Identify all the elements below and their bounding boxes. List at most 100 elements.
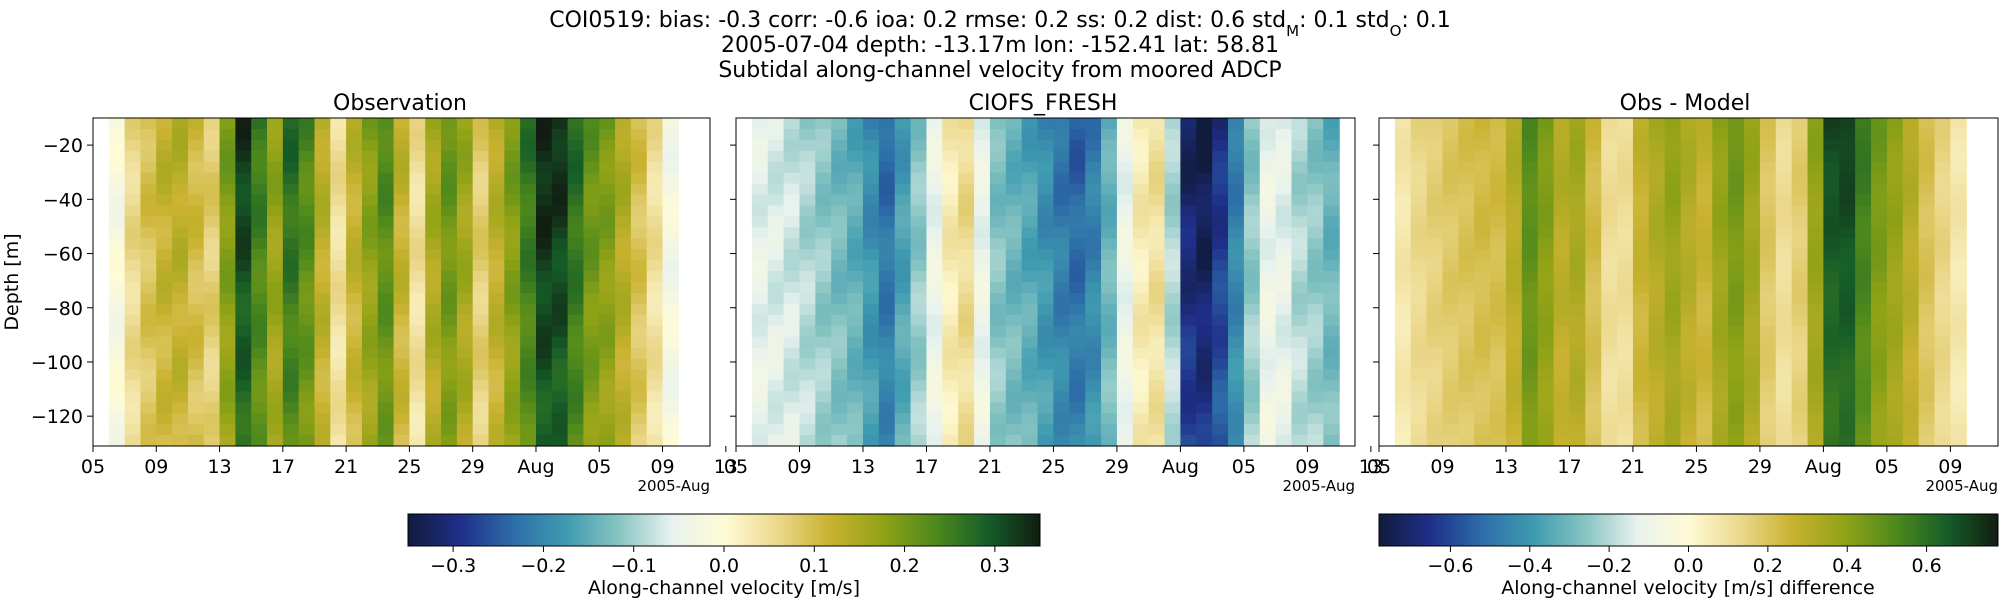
heatmap-cell <box>1601 391 1618 403</box>
heatmap-cell <box>1823 139 1840 152</box>
heatmap-cell <box>1228 205 1245 217</box>
heatmap-cell <box>361 161 379 174</box>
heatmap-cell <box>1759 325 1777 338</box>
heatmap-cell <box>456 325 474 338</box>
heatmap-cell <box>551 303 569 316</box>
heatmap-cell <box>1553 150 1571 163</box>
heatmap-cell <box>1069 139 1086 152</box>
heatmap-cell <box>456 292 474 305</box>
heatmap-cell <box>1601 194 1618 207</box>
heatmap-cell <box>662 347 679 360</box>
heatmap-cell <box>1839 336 1856 349</box>
heatmap-cell <box>1696 369 1713 381</box>
heatmap-cell <box>187 435 205 447</box>
heatmap-cell <box>361 150 379 163</box>
heatmap-cell <box>942 435 959 447</box>
heatmap-cell <box>1617 303 1634 316</box>
heatmap-cell <box>1728 216 1745 228</box>
heatmap-cell <box>1148 238 1166 250</box>
heatmap-cell <box>1021 260 1039 272</box>
heatmap-cell <box>346 161 363 174</box>
heatmap-cell <box>488 282 505 294</box>
heatmap-cell <box>1537 161 1555 174</box>
heatmap-cell <box>330 227 347 239</box>
heatmap-cell <box>1823 413 1840 425</box>
heatmap-cell <box>1212 413 1229 425</box>
heatmap-cell <box>1180 139 1197 152</box>
heatmap-cell <box>140 282 157 294</box>
heatmap-cell <box>1537 172 1555 185</box>
heatmap-cell <box>662 271 679 283</box>
heatmap-cell <box>1855 314 1872 327</box>
heatmap-cell <box>1759 435 1777 447</box>
heatmap-cell <box>767 139 785 152</box>
heatmap-cell <box>974 325 991 338</box>
heatmap-cell <box>894 227 912 239</box>
heatmap-cell <box>910 249 928 261</box>
heatmap-cell <box>1116 347 1134 360</box>
heatmap-cell <box>567 139 585 152</box>
heatmap-cell <box>1886 413 1904 425</box>
heatmap-cell <box>251 161 268 174</box>
heatmap-cell <box>599 249 616 261</box>
x-tick-label: Aug <box>1805 456 1842 478</box>
heatmap-cell <box>599 161 616 174</box>
heatmap-cell <box>187 128 205 141</box>
heatmap-cell <box>156 391 173 403</box>
heatmap-cell <box>108 282 126 294</box>
heatmap-cell <box>1196 150 1213 163</box>
heatmap-cell <box>1426 358 1444 371</box>
heatmap-cell <box>767 314 785 327</box>
heatmap-cell <box>1394 249 1412 261</box>
heatmap-cell <box>1569 391 1586 403</box>
heatmap-cell <box>1005 314 1023 327</box>
heatmap-cell <box>1307 118 1324 130</box>
heatmap-cell <box>783 161 801 174</box>
heatmap-cell <box>1323 216 1340 228</box>
heatmap-cell <box>1601 172 1618 185</box>
heatmap-cell <box>1021 336 1039 349</box>
heatmap-cell <box>1759 369 1777 381</box>
heatmap-cell <box>1164 227 1182 239</box>
heatmap-cell <box>535 161 553 174</box>
heatmap-cell <box>1458 369 1475 381</box>
heatmap-cell <box>1005 139 1023 152</box>
heatmap-cell <box>1291 413 1308 425</box>
heatmap-cell <box>1426 161 1444 174</box>
heatmap-cell <box>1426 139 1444 152</box>
heatmap-cell <box>203 402 221 414</box>
heatmap-cell <box>1323 271 1340 283</box>
heatmap-cell <box>1934 260 1951 272</box>
heatmap-cell <box>942 358 959 371</box>
heatmap-cell <box>831 292 848 305</box>
heatmap-cell <box>377 249 395 261</box>
heatmap-cell <box>1505 249 1523 261</box>
heatmap-cell <box>1196 347 1213 360</box>
heatmap-cell <box>1132 358 1150 371</box>
heatmap-cell <box>1442 172 1459 185</box>
heatmap-cell <box>1148 139 1166 152</box>
heatmap-cell <box>1053 303 1070 316</box>
heatmap-cell <box>1775 314 1793 327</box>
heatmap-cell <box>767 205 785 217</box>
heatmap-cell <box>1855 227 1872 239</box>
heatmap-cell <box>1228 227 1245 239</box>
heatmap-cell <box>1680 128 1698 141</box>
heatmap-cell <box>298 303 316 316</box>
heatmap-cell <box>1196 380 1213 392</box>
heatmap-cell <box>1228 150 1245 163</box>
heatmap-cell <box>583 128 600 141</box>
heatmap-cell <box>1744 216 1761 228</box>
panel-observation: Observation −20−40−60−80−100−120 05 09 13 1… <box>1 91 738 495</box>
heatmap-cell <box>1196 413 1213 425</box>
heatmap-cell <box>1275 161 1293 174</box>
heatmap-cell <box>1569 402 1586 414</box>
heatmap-cell <box>1458 271 1475 283</box>
heatmap-cell <box>267 314 284 327</box>
heatmap-cell <box>583 336 600 349</box>
heatmap-cell <box>1259 282 1277 294</box>
heatmap-cell <box>1259 347 1277 360</box>
heatmap-cell <box>1410 380 1428 392</box>
heatmap-cell <box>1490 303 1507 316</box>
heatmap-cell <box>1823 402 1840 414</box>
